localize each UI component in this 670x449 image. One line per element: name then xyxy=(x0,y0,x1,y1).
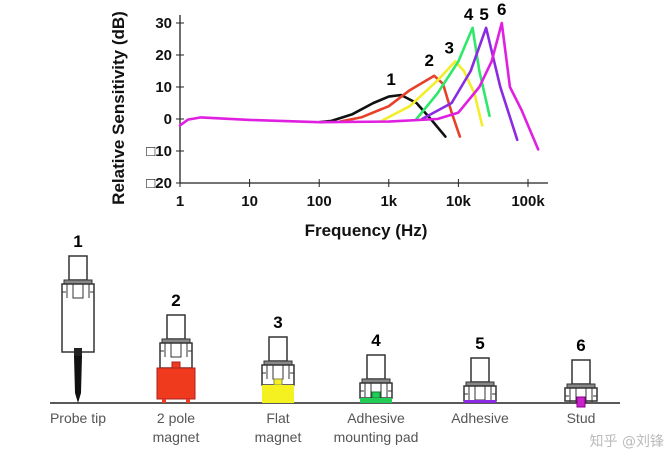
mount-pole-magnet: 2 2 pole magnet xyxy=(153,291,200,445)
mount-stud: 6 Stud xyxy=(564,336,598,426)
x-tick-label: 100k xyxy=(511,193,545,210)
mount-probe: 1 Probe tip xyxy=(50,232,106,426)
series-label-6: 6 xyxy=(497,0,506,19)
mount-label: magnet xyxy=(255,429,302,445)
series-label-1: 1 xyxy=(386,70,395,89)
series-line-4 xyxy=(415,26,491,121)
mount-label: 2 pole xyxy=(157,410,195,426)
stud-icon xyxy=(171,361,181,369)
mount-number: 2 xyxy=(171,291,180,310)
watermark: 知乎 @刘锋 xyxy=(590,433,664,449)
series-line-2 xyxy=(338,74,462,138)
y-tick-label: □20 xyxy=(146,175,172,192)
mount-label: Probe tip xyxy=(50,410,106,426)
connector-icon xyxy=(470,357,490,383)
x-tick-label: 1 xyxy=(176,193,184,210)
mount-label: Adhesive xyxy=(347,410,405,426)
mount-number: 3 xyxy=(273,313,282,332)
series-line-5 xyxy=(420,26,519,142)
adhesive-icon xyxy=(464,400,496,403)
y-tick-label: 0 xyxy=(164,111,172,128)
x-tick-label: 10 xyxy=(241,193,258,210)
mount-number: 1 xyxy=(73,232,82,251)
mount-number: 6 xyxy=(576,336,585,355)
series-line-1 xyxy=(317,93,447,138)
mount-label: magnet xyxy=(153,429,200,445)
x-tick-label: 100 xyxy=(307,193,332,210)
stud-icon xyxy=(371,391,381,399)
mount-number: 4 xyxy=(371,331,381,350)
mount-adhesive: 5 Adhesive xyxy=(451,334,509,426)
mount-number: 5 xyxy=(475,334,484,353)
connector-icon xyxy=(366,354,386,380)
mount-label: Flat xyxy=(266,410,289,426)
magnet-icon xyxy=(156,367,196,400)
x-tick-label: 10k xyxy=(446,193,472,210)
y-tick-label: 30 xyxy=(155,15,172,32)
pole-icon xyxy=(186,399,190,403)
y-tick-label: 20 xyxy=(155,47,172,64)
probe-tip-icon xyxy=(74,348,82,356)
connector-icon xyxy=(571,359,591,385)
mount-pad: 4 Adhesive mounting pad xyxy=(334,331,419,445)
stud-icon xyxy=(576,396,586,408)
series-label-2: 2 xyxy=(425,51,434,70)
connector-icon xyxy=(268,336,288,362)
series-label-4: 4 xyxy=(464,5,474,24)
hex-detail xyxy=(160,343,192,358)
y-tick-label: □10 xyxy=(146,143,172,160)
mount-label: Stud xyxy=(567,410,596,426)
pad-icon xyxy=(360,398,392,403)
stud-icon xyxy=(273,378,283,386)
series-label-3: 3 xyxy=(444,38,453,57)
connector-icon xyxy=(166,314,186,340)
hex-detail xyxy=(62,284,94,299)
series-line-6 xyxy=(178,21,540,151)
mount-label: Adhesive xyxy=(451,410,509,426)
mount-label: mounting pad xyxy=(334,429,419,445)
pole-icon xyxy=(162,399,166,403)
connector-icon xyxy=(68,255,88,281)
x-tick-label: 1k xyxy=(380,193,397,210)
series-line-3 xyxy=(380,60,484,127)
y-axis-label: Relative Sensitivity (dB) xyxy=(109,11,128,205)
probe-icon xyxy=(74,356,82,403)
magnet-icon xyxy=(262,385,294,403)
x-axis-label: Frequency (Hz) xyxy=(305,221,428,240)
y-tick-label: 10 xyxy=(155,79,172,96)
mount-flat-magnet: 3 Flat magnet xyxy=(255,313,302,445)
series-label-5: 5 xyxy=(479,5,488,24)
